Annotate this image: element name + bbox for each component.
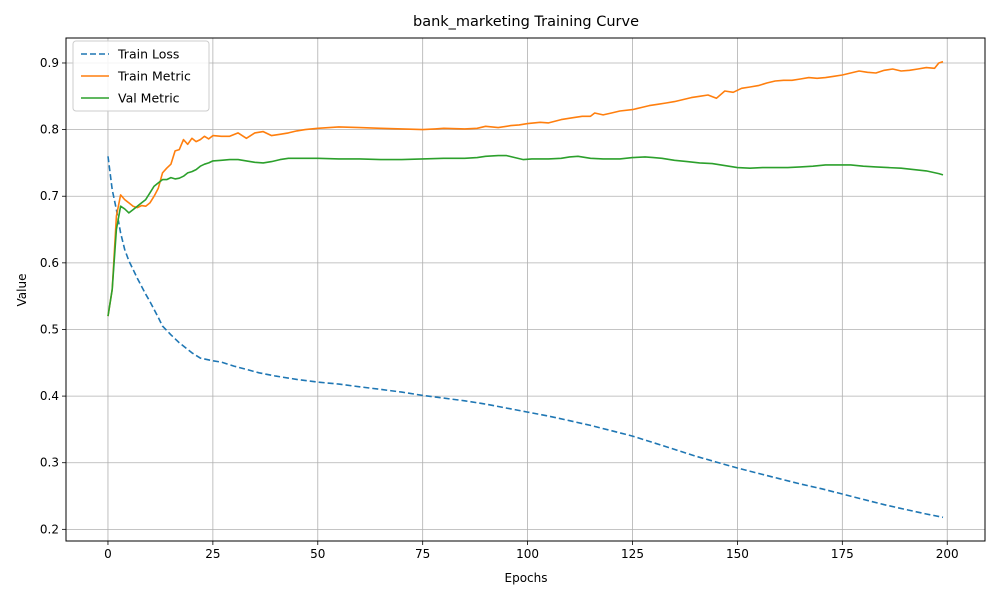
x-tick-label: 50 xyxy=(310,547,325,561)
chart-title: bank_marketing Training Curve xyxy=(413,14,639,30)
y-tick-label: 0.8 xyxy=(40,123,59,137)
legend-label-train-loss: Train Loss xyxy=(117,47,179,62)
series-line-train-loss xyxy=(107,156,944,519)
y-tick-label: 0.4 xyxy=(40,389,59,403)
x-tick-label: 75 xyxy=(415,547,430,561)
x-tick-label: 125 xyxy=(621,547,644,561)
legend-label-train-metric: Train Metric xyxy=(117,69,191,84)
y-tick-label: 0.5 xyxy=(40,322,59,336)
x-axis-ticks: 0 25 50 75 100 125 150 175 200 xyxy=(104,541,959,561)
x-tick-label: 150 xyxy=(726,547,749,561)
y-tick-label: 0.7 xyxy=(40,189,59,203)
y-tick-label: 0.9 xyxy=(40,56,59,70)
x-axis-label: Epochs xyxy=(505,571,548,585)
y-axis-label: Value xyxy=(15,274,29,307)
y-tick-label: 0.3 xyxy=(40,456,59,470)
y-tick-label: 0.6 xyxy=(40,256,59,270)
x-tick-label: 100 xyxy=(516,547,539,561)
x-tick-label: 200 xyxy=(936,547,959,561)
x-tick-label: 0 xyxy=(104,547,112,561)
series-line-train-metric xyxy=(107,60,944,317)
plot-frame xyxy=(65,37,986,542)
legend-label-val-metric: Val Metric xyxy=(118,91,180,106)
x-tick-label: 175 xyxy=(831,547,854,561)
y-tick-label: 0.2 xyxy=(40,522,59,536)
grid-lines xyxy=(66,38,985,541)
legend: Train Loss Train Metric Val Metric xyxy=(72,40,210,112)
x-tick-label: 25 xyxy=(205,547,220,561)
series-line-val-metric xyxy=(107,154,944,317)
legend-box xyxy=(72,40,210,112)
plot-series xyxy=(107,60,944,519)
y-axis-ticks: 0.2 0.3 0.4 0.5 0.6 0.7 0.8 0.9 xyxy=(40,56,66,536)
